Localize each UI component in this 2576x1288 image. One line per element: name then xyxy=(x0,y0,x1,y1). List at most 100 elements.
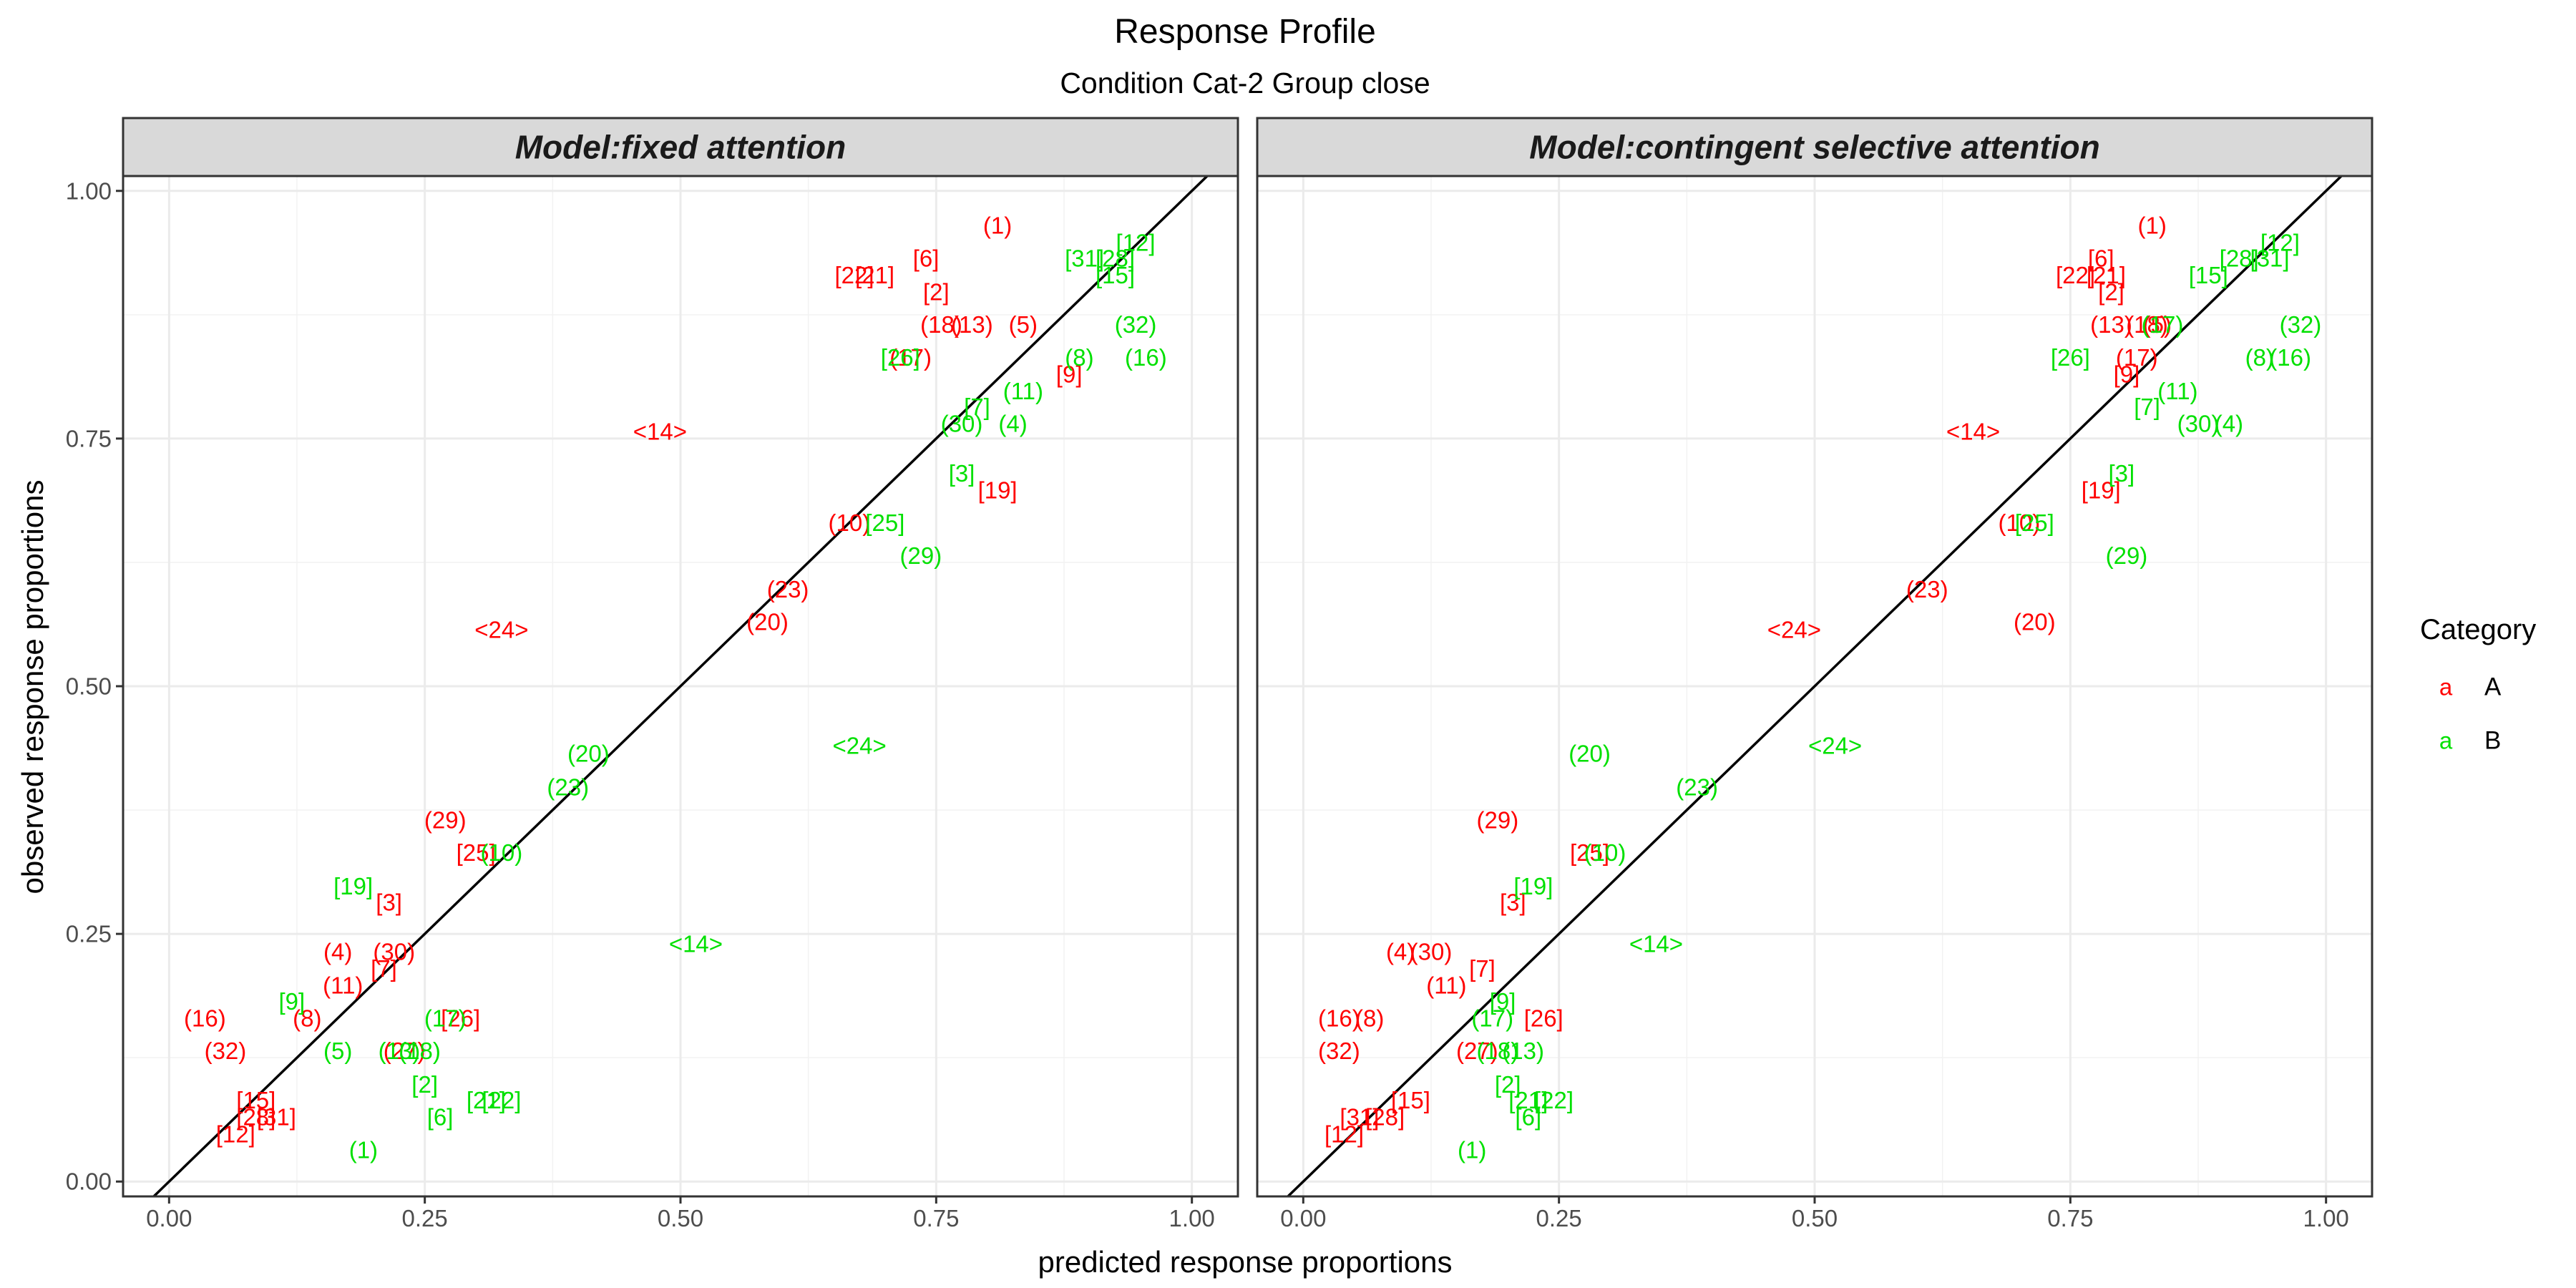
point-label-b: (30) xyxy=(2177,411,2220,437)
point-label-b: (11) xyxy=(2157,378,2197,404)
point-label-b: (1) xyxy=(349,1136,378,1163)
point-label-a: [12] xyxy=(1324,1121,1364,1147)
x-tick-label: 0.50 xyxy=(658,1205,703,1231)
y-axis-title: observed response proportions xyxy=(16,479,49,894)
point-label-a: [22] xyxy=(834,262,874,288)
point-label-b: (29) xyxy=(2106,542,2148,569)
point-label-a: (4) xyxy=(323,939,352,965)
point-label-b: (10) xyxy=(481,839,523,866)
point-label-b: <24> xyxy=(1808,733,1862,759)
point-label-a: [26] xyxy=(441,1005,480,1031)
point-label-a: (8) xyxy=(1355,1005,1384,1031)
point-label-a: (17) xyxy=(2116,344,2158,371)
point-label-a: [28] xyxy=(236,1104,275,1131)
strip-background xyxy=(122,117,1239,177)
point-label-b: (5) xyxy=(323,1038,352,1064)
point-label-b: <14> xyxy=(669,930,723,957)
point-label-b: (23) xyxy=(547,774,589,801)
point-label-a: [22] xyxy=(2056,262,2095,288)
point-label-a: (11) xyxy=(323,972,363,999)
point-label-a: <24> xyxy=(474,617,528,643)
x-tick-label: 0.50 xyxy=(1792,1205,1838,1231)
point-label-a: <14> xyxy=(633,419,687,445)
point-label-a: (11) xyxy=(1426,972,1466,999)
point-label-b: [12] xyxy=(2260,229,2300,255)
point-label-a: (23) xyxy=(1906,576,1948,602)
point-label-a: (23) xyxy=(767,576,809,602)
point-label-b: [22] xyxy=(482,1087,521,1113)
point-label-a: [7] xyxy=(371,955,397,982)
point-label-b: [31] xyxy=(2250,245,2290,271)
point-label-a: (20) xyxy=(2014,609,2056,635)
point-label-a: (27) xyxy=(384,1038,426,1064)
point-label-a: [9] xyxy=(1056,361,1083,387)
point-label-a: [2] xyxy=(2098,278,2124,305)
x-tick-label: 0.00 xyxy=(1280,1205,1326,1231)
point-label-b: [7] xyxy=(2134,394,2160,420)
point-label-b: <24> xyxy=(833,733,887,759)
point-label-b: (32) xyxy=(1115,311,1157,338)
point-label-b: [26] xyxy=(881,344,920,371)
point-label-b: (16) xyxy=(2269,344,2311,371)
point-label-b: (10) xyxy=(1584,839,1626,866)
y-tick-label: 1.00 xyxy=(66,177,112,204)
point-label-a: [28] xyxy=(1365,1104,1405,1131)
point-label-a: (8) xyxy=(293,1005,321,1031)
point-label-b: (4) xyxy=(2215,411,2243,437)
facet-panels: (1)[6][2][22][21](18)(13) (5)(17)[9]<14>[… xyxy=(66,117,2373,1231)
point-label-b: (16) xyxy=(1125,344,1167,371)
point-label-b: [31] xyxy=(1065,245,1104,271)
point-label-a: (17) xyxy=(889,344,932,371)
point-label-a: (16) xyxy=(184,1005,226,1031)
point-label-a: (20) xyxy=(746,609,789,635)
y-tick-label: 0.00 xyxy=(66,1169,112,1195)
x-tick-label: 0.00 xyxy=(146,1205,192,1231)
point-label-a: [31] xyxy=(257,1104,296,1131)
point-label-b: (4) xyxy=(998,411,1027,437)
point-label-b: (8) xyxy=(1065,344,1093,371)
point-label-a: (29) xyxy=(424,806,467,833)
point-label-a: (27) xyxy=(1456,1038,1498,1064)
x-tick-label: 1.00 xyxy=(1169,1205,1215,1231)
point-label-a: [7] xyxy=(1469,955,1496,982)
panel-1: (1)[6][2][22][21](18)(13) (5)(17)[9]<14>[… xyxy=(66,117,1239,1231)
chart-title: Response Profile xyxy=(1114,13,1376,51)
point-label-b: (18) xyxy=(1477,1038,1519,1064)
x-tick-label: 0.25 xyxy=(1536,1205,1582,1231)
strip-title: Model:fixed attention xyxy=(515,129,847,166)
point-label-a: [21] xyxy=(2087,262,2126,288)
point-label-b: [7] xyxy=(964,394,990,420)
point-label-a: (13) xyxy=(2090,311,2132,338)
point-label-a: [26] xyxy=(1524,1005,1563,1031)
point-label-a: (16) xyxy=(1318,1005,1360,1031)
point-label-b: (29) xyxy=(900,542,942,569)
x-tick-label: 0.25 xyxy=(402,1205,448,1231)
point-label-a: (13) xyxy=(951,311,993,338)
point-label-b: (13) xyxy=(379,1038,421,1064)
point-label-b: (13) xyxy=(1502,1038,1544,1064)
point-label-a: (29) xyxy=(1477,806,1519,833)
point-label-b: [15] xyxy=(2189,262,2228,288)
point-label-b: (30) xyxy=(941,411,983,437)
legend: Category a Aa B xyxy=(2420,614,2536,755)
point-label-b: (17) xyxy=(2142,311,2184,338)
point-label-b: [9] xyxy=(1490,988,1516,1015)
panel-2: (1)[6][2][22][21](13)(18)(5)(17)[9]<14>[… xyxy=(1256,117,2373,1231)
point-label-a: [6] xyxy=(2088,245,2114,271)
point-label-b: (17) xyxy=(1471,1005,1513,1031)
point-label-b: [25] xyxy=(865,509,904,536)
point-label-b: [22] xyxy=(1534,1087,1574,1113)
point-label-b: [28] xyxy=(1096,245,1135,271)
identity-line xyxy=(152,176,1209,1196)
x-tick-label: 0.75 xyxy=(913,1205,959,1231)
point-label-b: [3] xyxy=(2108,460,2135,487)
point-label-b: (8) xyxy=(2245,344,2274,371)
y-tick-label: 0.75 xyxy=(66,425,112,452)
point-label-a: (5) xyxy=(2143,311,2172,338)
legend-key-a: a xyxy=(2439,674,2453,701)
point-label-a: [19] xyxy=(2082,477,2121,503)
point-label-a: (1) xyxy=(983,213,1012,239)
point-label-a: (5) xyxy=(1009,311,1038,338)
point-label-a: (32) xyxy=(205,1038,247,1064)
